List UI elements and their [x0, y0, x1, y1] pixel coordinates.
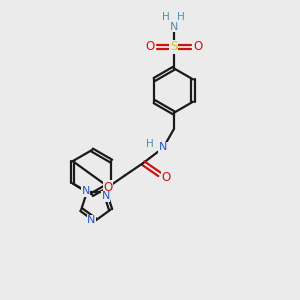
- Text: N: N: [169, 22, 178, 32]
- Text: N: N: [87, 215, 96, 225]
- Text: N: N: [159, 142, 167, 152]
- Text: H: H: [146, 139, 154, 149]
- Text: H: H: [163, 12, 170, 22]
- Text: N: N: [101, 191, 110, 202]
- Text: O: O: [161, 171, 171, 184]
- Text: S: S: [170, 40, 178, 53]
- Text: N: N: [82, 186, 90, 196]
- Text: O: O: [193, 40, 202, 53]
- Text: O: O: [103, 181, 112, 194]
- Text: O: O: [146, 40, 154, 53]
- Text: H: H: [177, 12, 185, 22]
